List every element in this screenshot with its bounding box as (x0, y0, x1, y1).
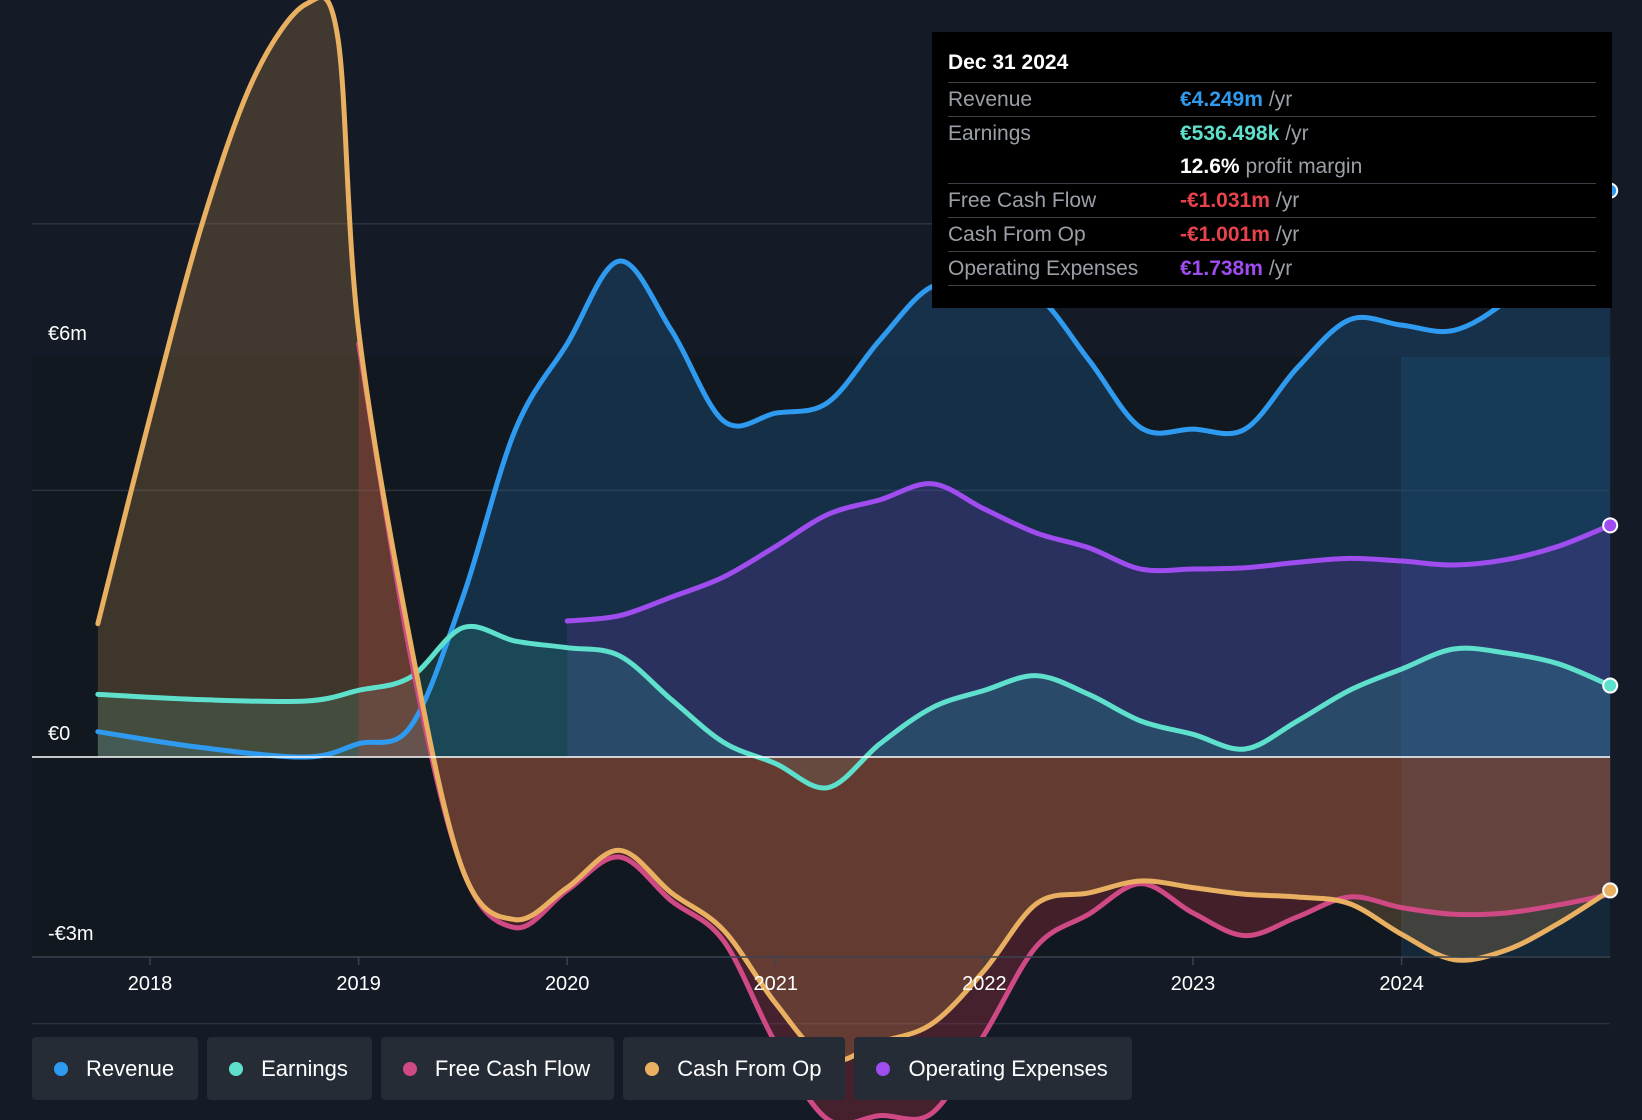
tooltip-unit: /yr (1268, 87, 1293, 111)
tooltip-value: €4.249m (1180, 87, 1263, 111)
end-dot-operating-expenses (1602, 517, 1619, 534)
tooltip-unit: profit margin (1245, 154, 1363, 178)
tooltip-date: Dec 31 2024 (948, 51, 1069, 74)
tooltip-label: Cash From Op (948, 222, 1086, 246)
end-dot-earnings (1602, 677, 1619, 694)
tooltip-row-operating-expenses: Operating Expenses €1.738m /yr (948, 251, 1596, 286)
legend-label: Earnings (261, 1055, 348, 1081)
area-cash-from-op (97, 0, 1611, 1061)
tooltip-value: -€1.001m (1180, 222, 1270, 246)
legend-item-cash-from-op[interactable]: Cash From Op (623, 1037, 846, 1100)
x-tick-label: 2021 (754, 973, 799, 995)
x-tick-label: 2024 (1379, 973, 1424, 995)
line-operating-expenses (564, 481, 1613, 624)
tooltip-unit: /yr (1268, 256, 1293, 280)
end-dot-cash-from-op (1602, 882, 1619, 899)
x-tick-label: 2018 (128, 973, 173, 995)
tooltip-label: Revenue (948, 87, 1033, 111)
tooltip-label: Earnings (948, 121, 1031, 145)
y-label-bottom: -€3m (48, 923, 94, 945)
tooltip-row-cash-from-op: Cash From Op -€1.001m /yr (948, 217, 1596, 251)
area-revenue (97, 190, 1611, 758)
past-region-bg (32, 357, 1402, 957)
line-earnings (95, 623, 1613, 791)
legend-dot-icon (876, 1061, 891, 1076)
tooltip-row-free-cash-flow: Free Cash Flow -€1.031m /yr (948, 183, 1596, 217)
line-free-cash-flow (356, 341, 1613, 1120)
tooltip-unit: /yr (1275, 188, 1300, 212)
tooltip-value: -€1.031m (1180, 188, 1270, 212)
x-axis-ticks: 2018 2019 2020 2021 2022 2023 2024 (128, 957, 1424, 995)
x-tick-label: 2020 (545, 973, 590, 995)
tooltip-unit: /yr (1275, 222, 1300, 246)
forecast-region-bg (1402, 357, 1610, 957)
y-label-zero: €0 (48, 723, 70, 745)
legend-label: Revenue (86, 1055, 175, 1081)
line-revenue (95, 188, 1613, 760)
y-label-top: €6m (48, 323, 87, 345)
legend: Revenue Earnings Free Cash Flow Cash Fro… (32, 1037, 1132, 1100)
tooltip-row-profit-margin: 12.6% profit margin (948, 150, 1596, 183)
tooltip-panel: Dec 31 2024 Revenue €4.249m /yr Earnings… (932, 32, 1612, 308)
area-earnings (97, 626, 1611, 789)
x-tick-label: 2022 (962, 973, 1007, 995)
legend-item-operating-expenses[interactable]: Operating Expenses (854, 1037, 1132, 1100)
tooltip-value: 12.6% (1180, 154, 1240, 178)
tooltip-value: €536.498k (1180, 121, 1280, 145)
legend-label: Cash From Op (677, 1055, 822, 1081)
tooltip-label: Operating Expenses (948, 256, 1139, 280)
legend-dot-icon (645, 1061, 660, 1076)
legend-item-earnings[interactable]: Earnings (207, 1037, 372, 1100)
tooltip-unit: /yr (1285, 121, 1309, 145)
legend-item-free-cash-flow[interactable]: Free Cash Flow (380, 1037, 615, 1100)
legend-dot-icon (402, 1061, 417, 1076)
x-tick-label: 2023 (1171, 973, 1216, 995)
line-cash-from-op (95, 0, 1613, 1064)
tooltip-row-earnings: Earnings €536.498k /yr (948, 116, 1596, 150)
legend-label: Operating Expenses (908, 1055, 1108, 1081)
legend-dot-icon (54, 1061, 68, 1076)
legend-label: Free Cash Flow (434, 1055, 591, 1081)
legend-dot-icon (229, 1061, 244, 1076)
x-tick-label: 2019 (336, 973, 381, 995)
tooltip-value: €1.738m (1180, 256, 1263, 280)
tooltip-label: Free Cash Flow (948, 188, 1097, 212)
series-lines (95, 0, 1613, 1120)
tooltip-row-revenue: Revenue €4.249m /yr (948, 82, 1596, 116)
legend-item-revenue[interactable]: Revenue (32, 1037, 199, 1100)
